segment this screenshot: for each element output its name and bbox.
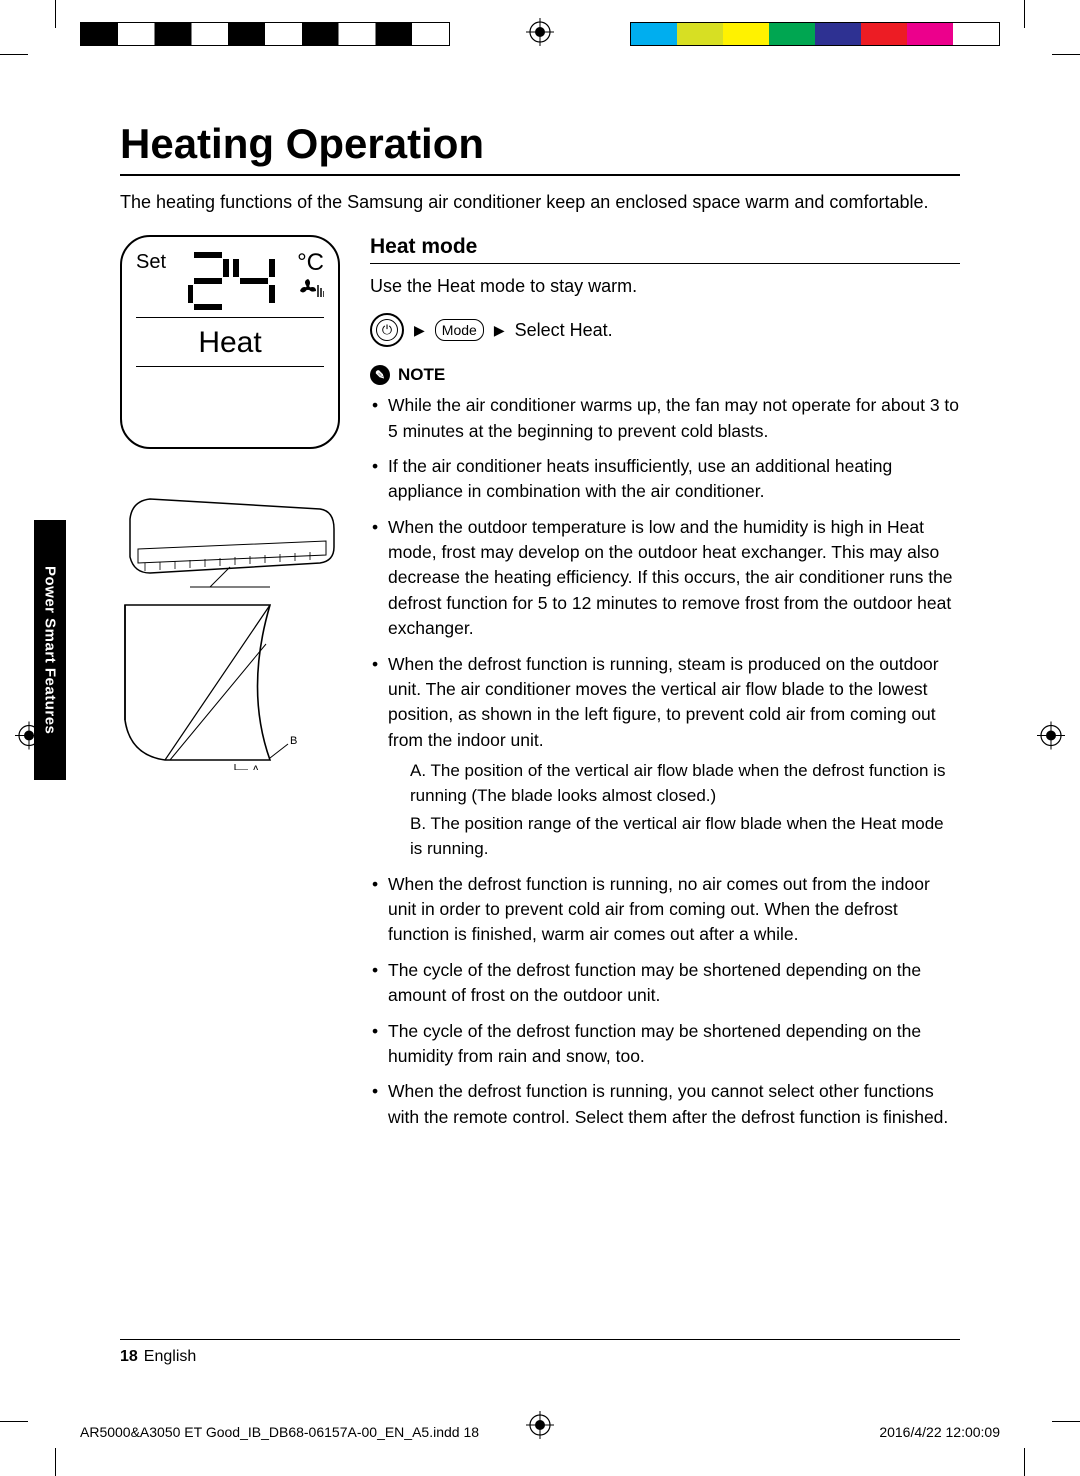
arrow-icon: ▶: [494, 322, 505, 339]
subnote-b: B. The position range of the vertical ai…: [410, 812, 960, 861]
note-label: NOTE: [398, 365, 445, 385]
note-item: When the defrost function is running, no…: [370, 872, 960, 948]
note-item: If the air conditioner heats insufficien…: [370, 454, 960, 505]
reg-mark-right: [1037, 722, 1065, 755]
crop-mark: [1024, 1448, 1025, 1476]
fan-icon: [298, 277, 324, 299]
subnote-a: A. The position of the vertical air flow…: [410, 759, 960, 808]
svg-text:A: A: [252, 764, 260, 770]
crop-mark: [0, 1421, 28, 1422]
reg-bar-color: [630, 22, 1000, 46]
notes-list: While the air conditioner warms up, the …: [370, 393, 960, 1130]
reg-bar-bw: [80, 22, 450, 46]
note-item: The cycle of the defrost function may be…: [370, 958, 960, 1009]
note-item: When the defrost function is running, yo…: [370, 1079, 960, 1130]
page-lang: English: [144, 1348, 196, 1366]
power-icon: ⏻: [370, 313, 404, 347]
crop-mark: [1052, 1421, 1080, 1422]
remote-display: Set: [120, 235, 340, 449]
side-tab: Power Smart Features: [34, 520, 66, 780]
crop-mark: [1052, 54, 1080, 55]
remote-temp: [188, 251, 276, 311]
note-item: While the air conditioner warms up, the …: [370, 393, 960, 444]
print-slug: AR5000&A3050 ET Good_IB_DB68-06157A-00_E…: [80, 1424, 1000, 1440]
crop-mark: [0, 54, 28, 55]
note-header: ✎ NOTE: [370, 365, 960, 385]
crop-mark: [55, 1448, 56, 1476]
note-icon: ✎: [370, 365, 390, 385]
crop-mark: [1024, 0, 1025, 28]
heat-mode-heading: Heat mode: [370, 235, 960, 264]
crop-mark: [55, 0, 56, 28]
page-title: Heating Operation: [120, 120, 960, 176]
ac-unit-figure: B A: [120, 489, 340, 775]
slug-file: AR5000&A3050 ET Good_IB_DB68-06157A-00_E…: [80, 1424, 479, 1440]
note-text: When the defrost function is running, st…: [388, 654, 939, 750]
svg-text:B: B: [290, 735, 297, 747]
arrow-icon: ▶: [414, 322, 425, 339]
remote-mode: Heat: [136, 318, 324, 367]
note-item: When the outdoor temperature is low and …: [370, 515, 960, 642]
mode-button-label: Mode: [435, 319, 484, 341]
page-footer: 18 English: [120, 1339, 960, 1366]
button-sequence: ⏻ ▶ Mode ▶ Select Heat.: [370, 313, 960, 347]
note-item: The cycle of the defrost function may be…: [370, 1019, 960, 1070]
seven-seg-24: [188, 251, 276, 311]
note-item: When the defrost function is running, st…: [370, 652, 960, 862]
side-tab-label: Power Smart Features: [42, 566, 59, 734]
slug-date: 2016/4/22 12:00:09: [879, 1424, 1000, 1440]
reg-mark-top: [526, 18, 554, 51]
remote-unit: °C: [297, 249, 324, 277]
intro-text: The heating functions of the Samsung air…: [120, 190, 960, 215]
remote-set-label: Set: [136, 251, 166, 274]
select-heat-text: Select Heat.: [515, 320, 613, 341]
page-number: 18: [120, 1348, 138, 1366]
heat-mode-sub: Use the Heat mode to stay warm.: [370, 276, 960, 297]
